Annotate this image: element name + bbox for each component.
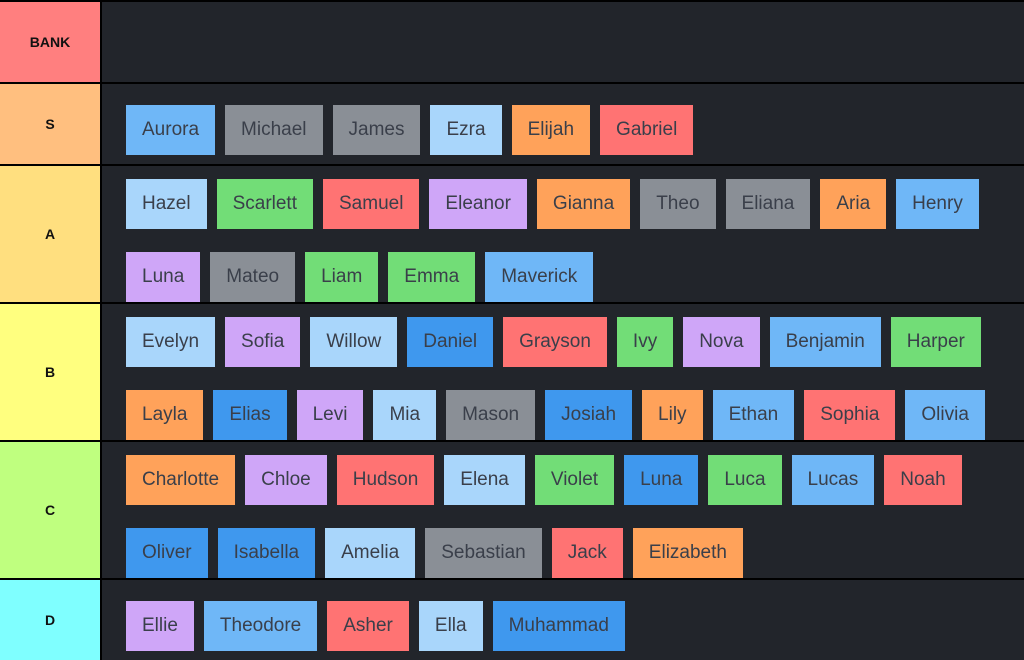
tier-label-d[interactable]: D — [0, 580, 100, 660]
name-tile-josiah[interactable]: Josiah — [545, 390, 633, 440]
name-tile-liam[interactable]: Liam — [305, 252, 379, 302]
name-tile-luca[interactable]: Luca — [708, 455, 782, 505]
name-tile-lily[interactable]: Lily — [642, 390, 703, 440]
name-tile-eleanor[interactable]: Eleanor — [429, 179, 527, 229]
name-tile-elias[interactable]: Elias — [213, 390, 287, 440]
name-tile-hazel[interactable]: Hazel — [126, 179, 207, 229]
tier-d-dropzone[interactable]: Ellie Theodore Asher Ella Muhammad — [102, 580, 1024, 660]
name-tile-eliana[interactable]: Eliana — [725, 179, 811, 229]
name-tile-asher[interactable]: Asher — [327, 601, 409, 651]
name-tile-willow[interactable]: Willow — [310, 317, 398, 367]
name-tile-noah[interactable]: Noah — [884, 455, 962, 505]
name-tile-evelyn[interactable]: Evelyn — [126, 317, 216, 367]
tier-s-dropzone[interactable]: Aurora Michael James Ezra Elijah Gabriel — [102, 84, 1024, 164]
name-tile-ethan[interactable]: Ethan — [712, 390, 795, 440]
tier-b-dropzone[interactable]: Evelyn Sofia Willow Daniel Grayson Ivy Nova Ben… — [102, 304, 1024, 440]
name-tile-mateo[interactable]: Mateo — [210, 252, 296, 302]
name-tile-elena[interactable]: Elena — [444, 455, 525, 505]
name-tile-elizabeth[interactable]: Elizabeth — [632, 528, 743, 578]
name-tile-theodore[interactable]: Theodore — [203, 601, 318, 651]
tier-label-s[interactable]: S — [0, 84, 100, 164]
name-tile-muhammad[interactable]: Muhammad — [492, 601, 625, 651]
name-tile-harper[interactable]: Harper — [890, 317, 981, 367]
name-tile-mia[interactable]: Mia — [373, 390, 437, 440]
name-tile-gianna[interactable]: Gianna — [536, 179, 631, 229]
name-tile-amelia[interactable]: Amelia — [325, 528, 416, 578]
name-tile-ivy[interactable]: Ivy — [616, 317, 674, 367]
name-tile-scarlett[interactable]: Scarlett — [216, 179, 313, 229]
tier-label-b[interactable]: B — [0, 304, 100, 440]
name-tile-james[interactable]: James — [332, 105, 421, 155]
name-tile-henry[interactable]: Henry — [896, 179, 979, 229]
tier-c-dropzone[interactable]: Charlotte Chloe Hudson Elena Violet Luna Luca L… — [102, 442, 1024, 578]
name-tile-chloe[interactable]: Chloe — [245, 455, 327, 505]
name-tile-jack[interactable]: Jack — [551, 528, 623, 578]
name-tile-ella[interactable]: Ella — [418, 601, 483, 651]
name-tile-ezra[interactable]: Ezra — [430, 105, 502, 155]
name-tile-olivia[interactable]: Olivia — [905, 390, 985, 440]
name-tile-aurora[interactable]: Aurora — [126, 105, 216, 155]
name-tile-charlotte[interactable]: Charlotte — [126, 455, 236, 505]
name-tile-grayson[interactable]: Grayson — [503, 317, 607, 367]
name-tile-aria[interactable]: Aria — [820, 179, 887, 229]
tier-label-c[interactable]: C — [0, 442, 100, 578]
name-tile-isabella[interactable]: Isabella — [217, 528, 316, 578]
name-tile-sebastian[interactable]: Sebastian — [425, 528, 542, 578]
tier-row-b: B Evelyn Sofia Willow Daniel Grayson Ivy Nova B… — [0, 304, 1024, 440]
name-tile-emma[interactable]: Emma — [388, 252, 476, 302]
name-tile-sophia[interactable]: Sophia — [804, 390, 896, 440]
name-tile-nova[interactable]: Nova — [683, 317, 760, 367]
name-tile-violet[interactable]: Violet — [534, 455, 615, 505]
tier-label-bank[interactable]: BANK — [0, 2, 100, 82]
name-tile-benjamin[interactable]: Benjamin — [769, 317, 881, 367]
name-tile-luna[interactable]: Luna — [126, 252, 201, 302]
name-tile-mason[interactable]: Mason — [446, 390, 536, 440]
name-tile-theo[interactable]: Theo — [640, 179, 716, 229]
name-tile-lucas[interactable]: Lucas — [791, 455, 875, 505]
tier-bank-dropzone[interactable] — [102, 2, 1024, 82]
name-tile-hudson[interactable]: Hudson — [336, 455, 435, 505]
name-tile-gabriel[interactable]: Gabriel — [600, 105, 694, 155]
name-tile-ellie[interactable]: Ellie — [126, 601, 194, 651]
tier-row-c: C Charlotte Chloe Hudson Elena Violet Luna Luc… — [0, 442, 1024, 578]
name-tile-daniel[interactable]: Daniel — [407, 317, 494, 367]
tier-label-a[interactable]: A — [0, 166, 100, 302]
name-tile-elijah[interactable]: Elijah — [511, 105, 591, 155]
tier-row-bank: BANK — [0, 2, 1024, 82]
tier-row-d: D Ellie Theodore Asher Ella Muhammad — [0, 580, 1024, 660]
tier-a-dropzone[interactable]: Hazel Scarlett Samuel Eleanor Gianna Theo Elia… — [102, 166, 1024, 302]
name-tile-michael[interactable]: Michael — [225, 105, 323, 155]
name-tile-levi[interactable]: Levi — [296, 390, 364, 440]
name-tile-sofia[interactable]: Sofia — [225, 317, 301, 367]
name-tile-oliver[interactable]: Oliver — [126, 528, 208, 578]
name-tile-maverick[interactable]: Maverick — [485, 252, 594, 302]
tier-row-a: A Hazel Scarlett Samuel Eleanor Gianna Theo El… — [0, 166, 1024, 302]
tier-row-s: S Aurora Michael James Ezra Elijah Gabriel — [0, 84, 1024, 164]
name-tile-luna[interactable]: Luna — [624, 455, 699, 505]
name-tile-samuel[interactable]: Samuel — [323, 179, 420, 229]
name-tile-layla[interactable]: Layla — [126, 390, 204, 440]
